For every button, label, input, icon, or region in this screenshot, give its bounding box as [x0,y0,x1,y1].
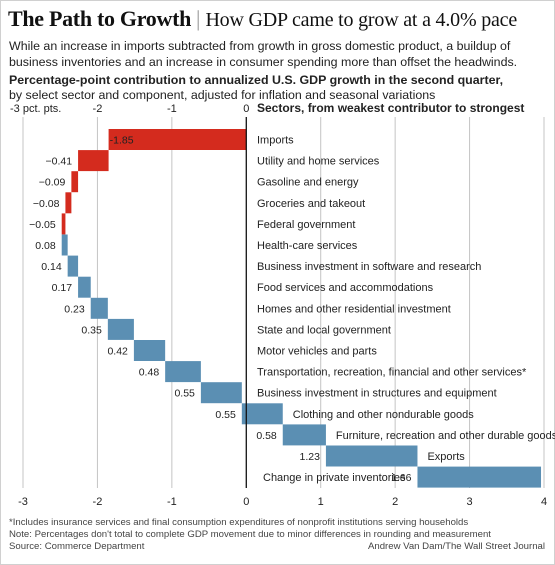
value-label: 0.55 [215,409,236,421]
waterfall-bar [108,129,247,150]
waterfall-bar [65,192,72,214]
top-tick-label: -2 [93,103,103,115]
waterfall-bar [61,213,66,235]
waterfall-bar [71,171,79,193]
category-label: Exports [427,451,465,463]
category-label: Business investment in software and rese… [257,261,481,273]
value-label: 0.48 [139,367,160,379]
top-tick-label: -1 [167,103,177,115]
value-label: 0.42 [107,346,128,358]
top-tick-label: 0 [243,103,249,115]
category-label: Change in private inventories [263,472,406,484]
waterfall-bar [165,361,201,383]
footnote: *Includes insurance services and final c… [9,517,469,528]
value-label: -1.85 [110,135,134,147]
category-label: Furniture, recreation and other durable … [336,430,555,442]
sector-header: Sectors, from weakest contributor to str… [257,101,524,115]
waterfall-bar [325,445,418,467]
category-label: Transportation, recreation, financial an… [257,367,527,379]
bottom-tick-label: 3 [467,496,473,508]
credit: Andrew Van Dam/The Wall Street Journal [367,541,545,552]
chart-subtitle: How GDP came to grow at a 4.0% pace [205,9,518,31]
category-label: Clothing and other nondurable goods [293,409,475,421]
value-label: −0.09 [39,177,66,189]
category-label: Homes and other residential investment [257,303,451,315]
bottom-tick-label: -2 [93,496,103,508]
waterfall-bar [133,340,166,361]
value-label: −0.08 [33,198,60,210]
category-label: Federal government [257,219,355,231]
value-label: 0.23 [64,303,85,315]
category-label: Motor vehicles and parts [257,346,377,358]
category-label: Imports [257,135,294,147]
category-label: Health-care services [257,240,358,252]
bottom-tick-label: -1 [167,496,177,508]
value-label: −0.05 [29,219,56,231]
bottom-tick-label: -3 [18,496,28,508]
value-label: 0.55 [174,388,195,400]
value-label: 0.14 [41,261,62,273]
source: Source: Commerce Department [9,541,145,552]
waterfall-bar [90,297,108,319]
category-label: State and local government [257,324,391,336]
value-label: 0.17 [52,282,73,294]
value-label: 1.66 [391,472,412,484]
category-label: Utility and home services [257,156,380,168]
category-label: Business investment in structures and eq… [257,388,497,400]
chart-description: Percentage-point contribution to annuali… [9,73,549,102]
intro-text: While an increase in imports subtracted … [9,39,518,69]
bottom-tick-label: 4 [541,496,547,508]
value-label: −0.41 [45,156,72,168]
chart-description-rest: by select sector and component, adjusted… [9,87,436,102]
bottom-tick-label: 1 [318,496,324,508]
waterfall-bar [107,318,134,340]
waterfall-bar [78,150,109,172]
waterfall-bar [200,382,242,404]
waterfall-bar [282,424,326,446]
bottom-tick-label: 2 [392,496,398,508]
value-label: 0.08 [35,240,56,252]
title-separator: | [196,6,201,31]
chart-title: The Path to Growth [8,6,192,31]
top-tick-label: -3 pct. pts. [10,103,61,115]
value-label: 1.23 [299,451,320,463]
value-label: 0.58 [256,430,277,442]
header: The Path to Growth | How GDP came to grow … [8,6,517,32]
waterfall-bar [417,466,542,488]
category-label: Food services and accommodations [257,282,434,294]
waterfall-bar [78,276,91,298]
waterfall-bar [67,255,79,277]
chart-description-bold: Percentage-point contribution to annuali… [9,73,504,87]
note: Note: Percentages don't total to complet… [9,529,491,540]
value-label: 0.35 [81,324,102,336]
category-label: Groceries and takeout [257,198,365,210]
bottom-tick-label: 0 [243,496,249,508]
waterfall-bar [61,234,68,256]
category-label: Gasoline and energy [257,177,359,189]
waterfall-bar [241,403,283,425]
